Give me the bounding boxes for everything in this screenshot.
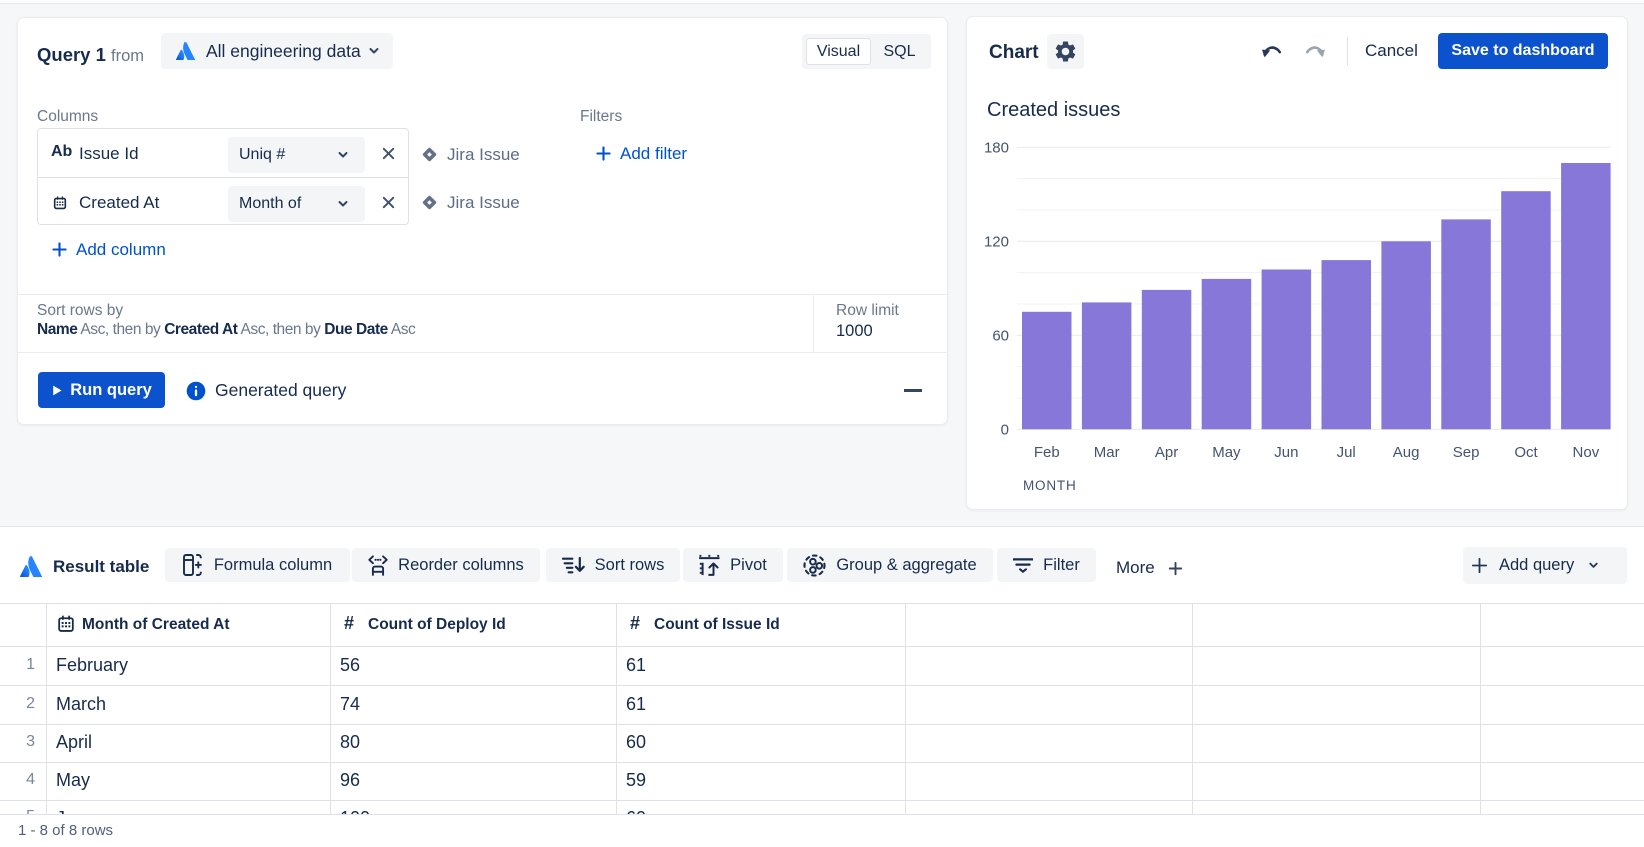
svg-text:180: 180 xyxy=(984,139,1009,156)
svg-text:Apr: Apr xyxy=(1155,444,1178,461)
svg-text:Feb: Feb xyxy=(1034,444,1060,461)
svg-text:May: May xyxy=(1212,444,1241,461)
svg-text:Mar: Mar xyxy=(1094,444,1120,461)
svg-text:60: 60 xyxy=(992,327,1009,344)
svg-text:120: 120 xyxy=(984,233,1009,250)
svg-text:Nov: Nov xyxy=(1573,444,1600,461)
svg-text:Jun: Jun xyxy=(1274,444,1298,461)
svg-text:Jul: Jul xyxy=(1337,444,1356,461)
svg-text:Oct: Oct xyxy=(1514,444,1538,461)
svg-text:Sep: Sep xyxy=(1453,444,1480,461)
svg-text:Aug: Aug xyxy=(1393,444,1420,461)
svg-text:0: 0 xyxy=(1001,421,1009,438)
svg-text:MONTH: MONTH xyxy=(1023,478,1077,493)
